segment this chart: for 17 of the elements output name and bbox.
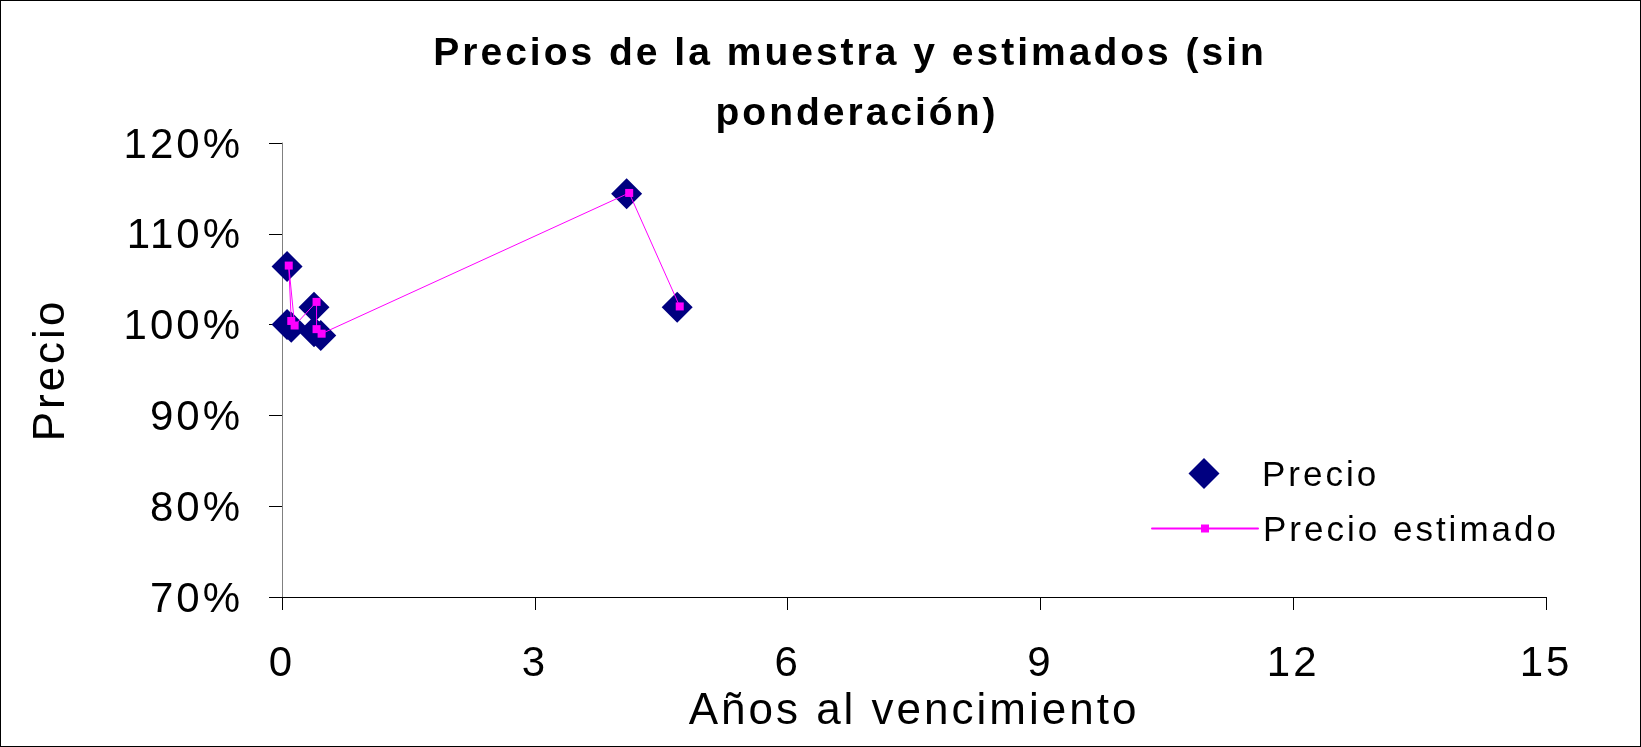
y-tick-label: 90%	[149, 391, 243, 439]
y-tick-label: 70%	[149, 573, 243, 621]
legend-label: Precio	[1262, 454, 1380, 493]
y-tick-label: 100%	[123, 301, 243, 349]
legend-label: Precio estimado	[1263, 509, 1559, 548]
y-tick-label: 120%	[123, 119, 243, 167]
y-axis-title: Precio	[23, 298, 73, 442]
x-tick-label: 0	[268, 637, 296, 685]
y-tick-label: 80%	[149, 482, 243, 530]
x-tick-label: 9	[1027, 637, 1054, 685]
x-axis-title: Años al vencimiento	[688, 684, 1140, 734]
chart-title: Precios de la muestra y estimados (sin ponderación)	[433, 29, 1281, 133]
x-tick-label: 6	[774, 637, 801, 685]
x-tick-label: 15	[1519, 637, 1573, 685]
x-tick-label: 3	[521, 637, 548, 685]
y-tick-label: 110%	[126, 210, 243, 258]
x-tick-label: 12	[1266, 637, 1320, 685]
